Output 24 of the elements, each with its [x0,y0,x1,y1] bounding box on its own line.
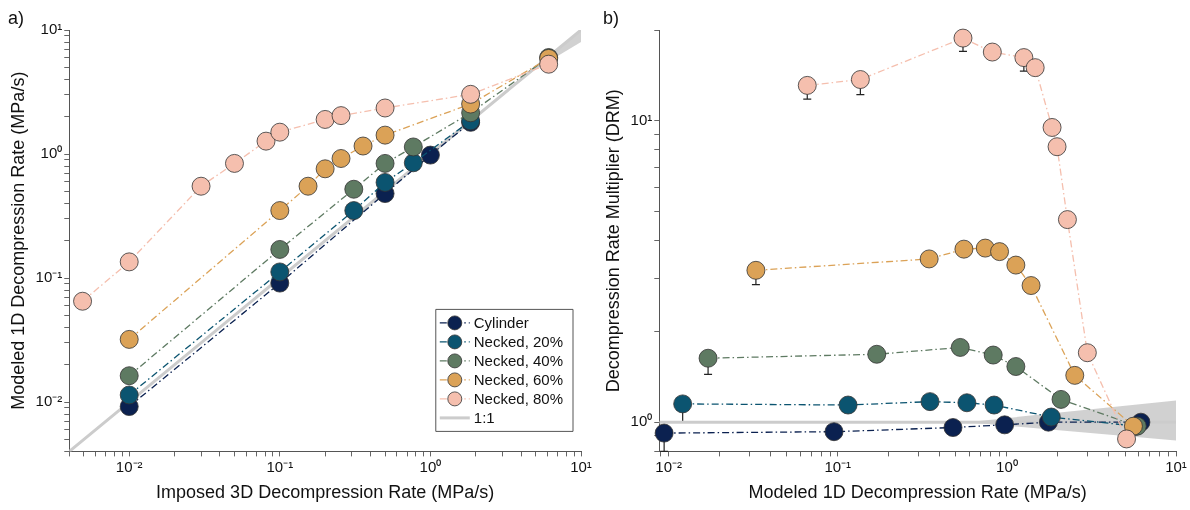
legend-label: Necked, 20% [473,333,563,351]
x-axis-title: Modeled 1D Decompression Rate (MPa/s) [748,482,1087,503]
y-tick-label: 10⁰ [40,144,63,162]
y-tick-label: 10⁻² [35,392,63,410]
chart-title: a) [8,7,25,28]
y-tick-label: 10¹ [40,20,63,38]
legend-label: Necked, 40% [473,352,563,370]
x-tick-label: 10¹ [570,457,592,475]
legend-label: Necked, 80% [473,390,563,408]
x-tick-label: 10⁻¹ [266,457,294,475]
y-axis-title: Modeled 1D Decompression Rate (MPa/s) [7,71,28,410]
y-axis-title: Decompression Rate Multiplier (DRM) [602,89,623,393]
x-tick-label: 10⁰ [419,457,442,475]
x-tick-label: 10⁻¹ [824,457,852,475]
x-axis-title: Imposed 3D Decompression Rate (MPa/s) [156,482,495,503]
legend-label: 1:1 [473,409,495,427]
x-tick-label: 10⁻² [655,457,683,475]
x-tick-label: 10⁻² [115,457,143,475]
x-tick-label: 10¹ [1165,457,1187,475]
legend-label: Cylinder [473,314,529,332]
legend-label: Necked, 60% [473,371,563,389]
chart-title: b) [603,7,620,28]
x-tick-label: 10⁰ [996,457,1018,475]
y-tick-label: 10⁻¹ [35,268,63,286]
